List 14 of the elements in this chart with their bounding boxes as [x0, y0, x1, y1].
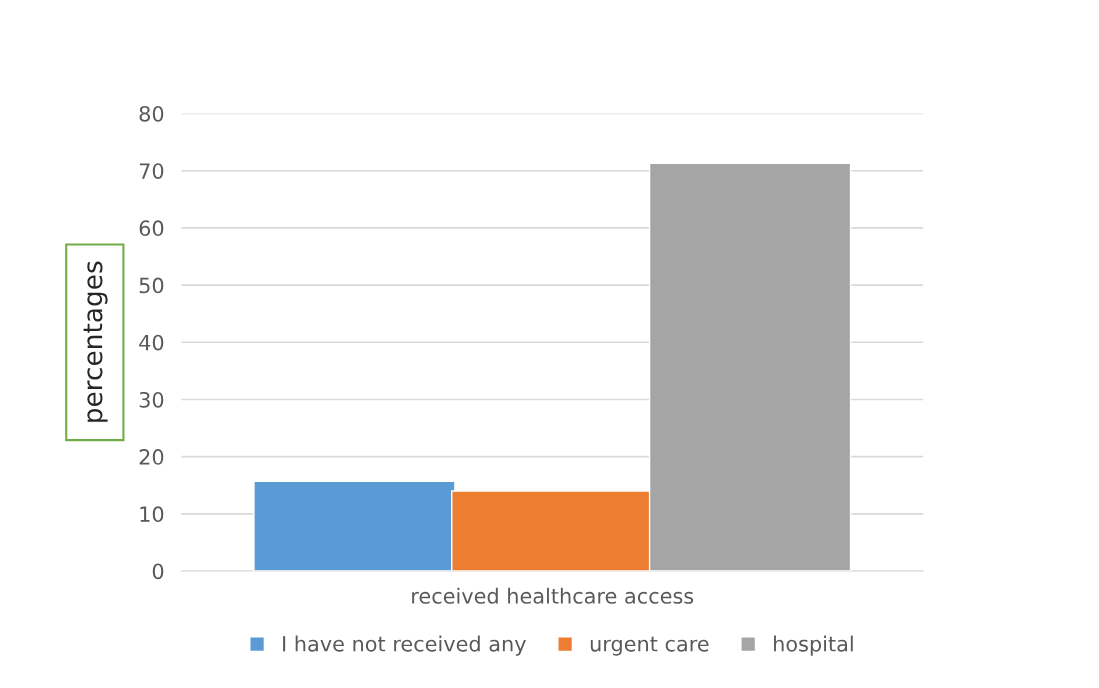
y-tick-label: 0: [152, 563, 164, 580]
y-tick-label: 30: [139, 391, 164, 408]
legend-label: urgent care: [590, 636, 709, 656]
y-axis-title: percentages: [83, 261, 108, 422]
y-tick-label: 70: [139, 163, 164, 179]
y-tick-label: 50: [139, 277, 164, 294]
y-tick-label: 20: [139, 449, 164, 465]
y-tick-label: 60: [139, 220, 164, 237]
legend-label: I have not received any: [283, 635, 526, 656]
x-tick-label: received healthcare access: [412, 587, 694, 604]
y-tick-label: 80: [139, 105, 164, 122]
y-tick-label: 40: [139, 334, 164, 351]
y-tick-label: 10: [140, 506, 164, 523]
legend-label: hospital: [774, 635, 853, 656]
